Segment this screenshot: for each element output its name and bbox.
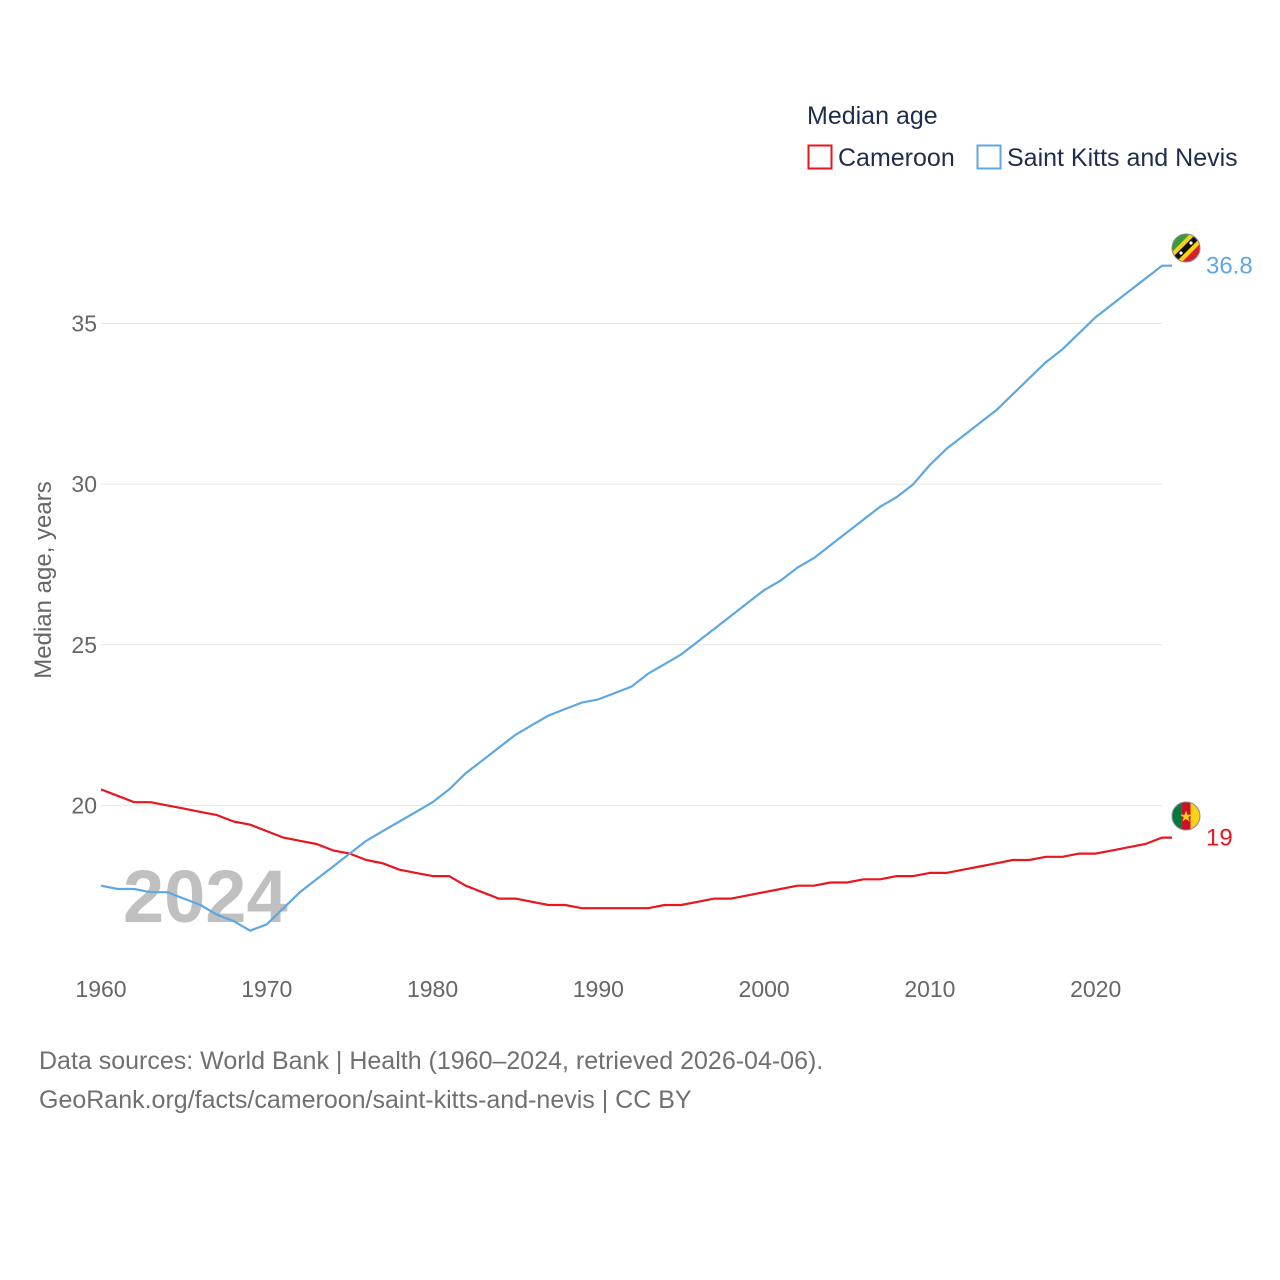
x-tick-label-1990: 1990 [573,976,624,1002]
series-line-cameroon[interactable] [100,788,1172,910]
y-axis-label: Median age, years [30,481,57,678]
series-lines [100,264,1172,932]
x-tick-label-1970: 1970 [241,976,292,1002]
x-tick-label-1980: 1980 [407,976,458,1002]
footer-source-link[interactable]: GeoRank.org/facts/cameroon/saint-kitts-a… [39,1086,692,1114]
footer-data-sources: Data sources: World Bank | Health (1960–… [39,1047,823,1075]
y-tick-label-20: 20 [71,792,97,818]
x-tick-label-2010: 2010 [904,976,955,1002]
saint-kitts-and-nevis-flag-icon [1171,233,1201,263]
legend-swatch-cameroon [807,144,833,170]
y-tick-label-25: 25 [71,632,97,658]
end-label-cameroon: 19 [1206,825,1233,852]
series-line-saint-kitts-and-nevis[interactable] [100,264,1172,932]
legend-swatch-saint-kitts-and-nevis [976,144,1002,170]
x-tick-label-2020: 2020 [1070,976,1121,1002]
legend-label-cameroon: Cameroon [838,144,955,172]
series-end-labels: 19 36.8 [1206,253,1253,852]
x-tick-label-2000: 2000 [739,976,790,1002]
end-label-saint-kitts-and-nevis: 36.8 [1206,253,1253,280]
legend: Median age Cameroon Saint Kitts and Nevi… [807,102,1238,172]
y-tick-label-30: 30 [71,471,97,497]
y-tick-label-35: 35 [71,311,97,337]
legend-label-saint-kitts-and-nevis: Saint Kitts and Nevis [1007,144,1238,172]
gridlines [101,323,1162,806]
x-tick-label-1960: 1960 [75,976,126,1002]
legend-title: Median age [807,102,938,130]
current-year-label: 2024 [123,855,288,938]
y-axis-ticks: 20 25 30 35 [71,311,97,819]
legend-item-cameroon[interactable]: Cameroon [807,144,955,172]
cameroon-flag-icon [1171,801,1201,831]
x-axis-ticks: 1960 1970 1980 1990 2000 2010 2020 [75,976,1121,1002]
legend-item-saint-kitts-and-nevis[interactable]: Saint Kitts and Nevis [976,144,1238,172]
